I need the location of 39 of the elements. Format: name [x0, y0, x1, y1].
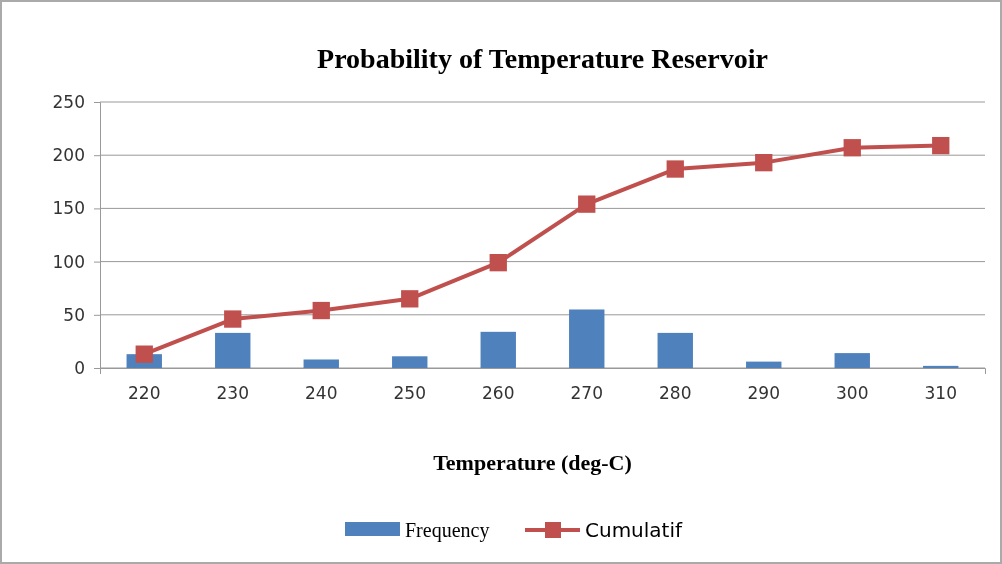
point [932, 136, 950, 155]
bar [834, 353, 870, 368]
x-tick-label: 300 [836, 383, 869, 403]
x-tick-label: 280 [659, 383, 692, 403]
x-axis-title: Temperature (deg-C) [433, 450, 632, 475]
bar [392, 356, 428, 368]
legend-label: Frequency [405, 519, 490, 542]
bar [746, 361, 782, 368]
bar [215, 332, 251, 368]
y-tick-label: 150 [52, 198, 85, 219]
y-tick-label: 0 [74, 357, 85, 378]
bar [569, 309, 605, 368]
point [135, 345, 153, 363]
y-tick-label: 50 [63, 304, 85, 325]
x-tick-label: 220 [128, 383, 161, 403]
x-tick-label: 240 [305, 383, 338, 403]
x-tick-label: 230 [216, 383, 249, 403]
x-tick-label: 260 [482, 383, 515, 403]
x-tick-label: 250 [393, 383, 426, 403]
legend-label: Cumulatif [585, 518, 684, 542]
point [224, 310, 242, 328]
point [578, 195, 596, 213]
x-tick-label: 270 [570, 383, 603, 403]
chart-title: Probability of Temperature Reservoir [317, 43, 768, 74]
point [401, 290, 419, 308]
point [489, 254, 507, 272]
bar [657, 332, 693, 368]
bar [303, 359, 339, 368]
bar [923, 365, 959, 368]
bar [480, 331, 516, 368]
y-tick-label: 100 [52, 251, 85, 272]
x-tick-label: 310 [924, 383, 957, 403]
point [312, 301, 330, 320]
y-tick-label: 250 [52, 91, 85, 112]
point [666, 160, 684, 178]
point [843, 139, 861, 157]
point [755, 153, 773, 172]
x-tick-label: 290 [747, 383, 780, 403]
y-tick-label: 200 [52, 145, 85, 166]
